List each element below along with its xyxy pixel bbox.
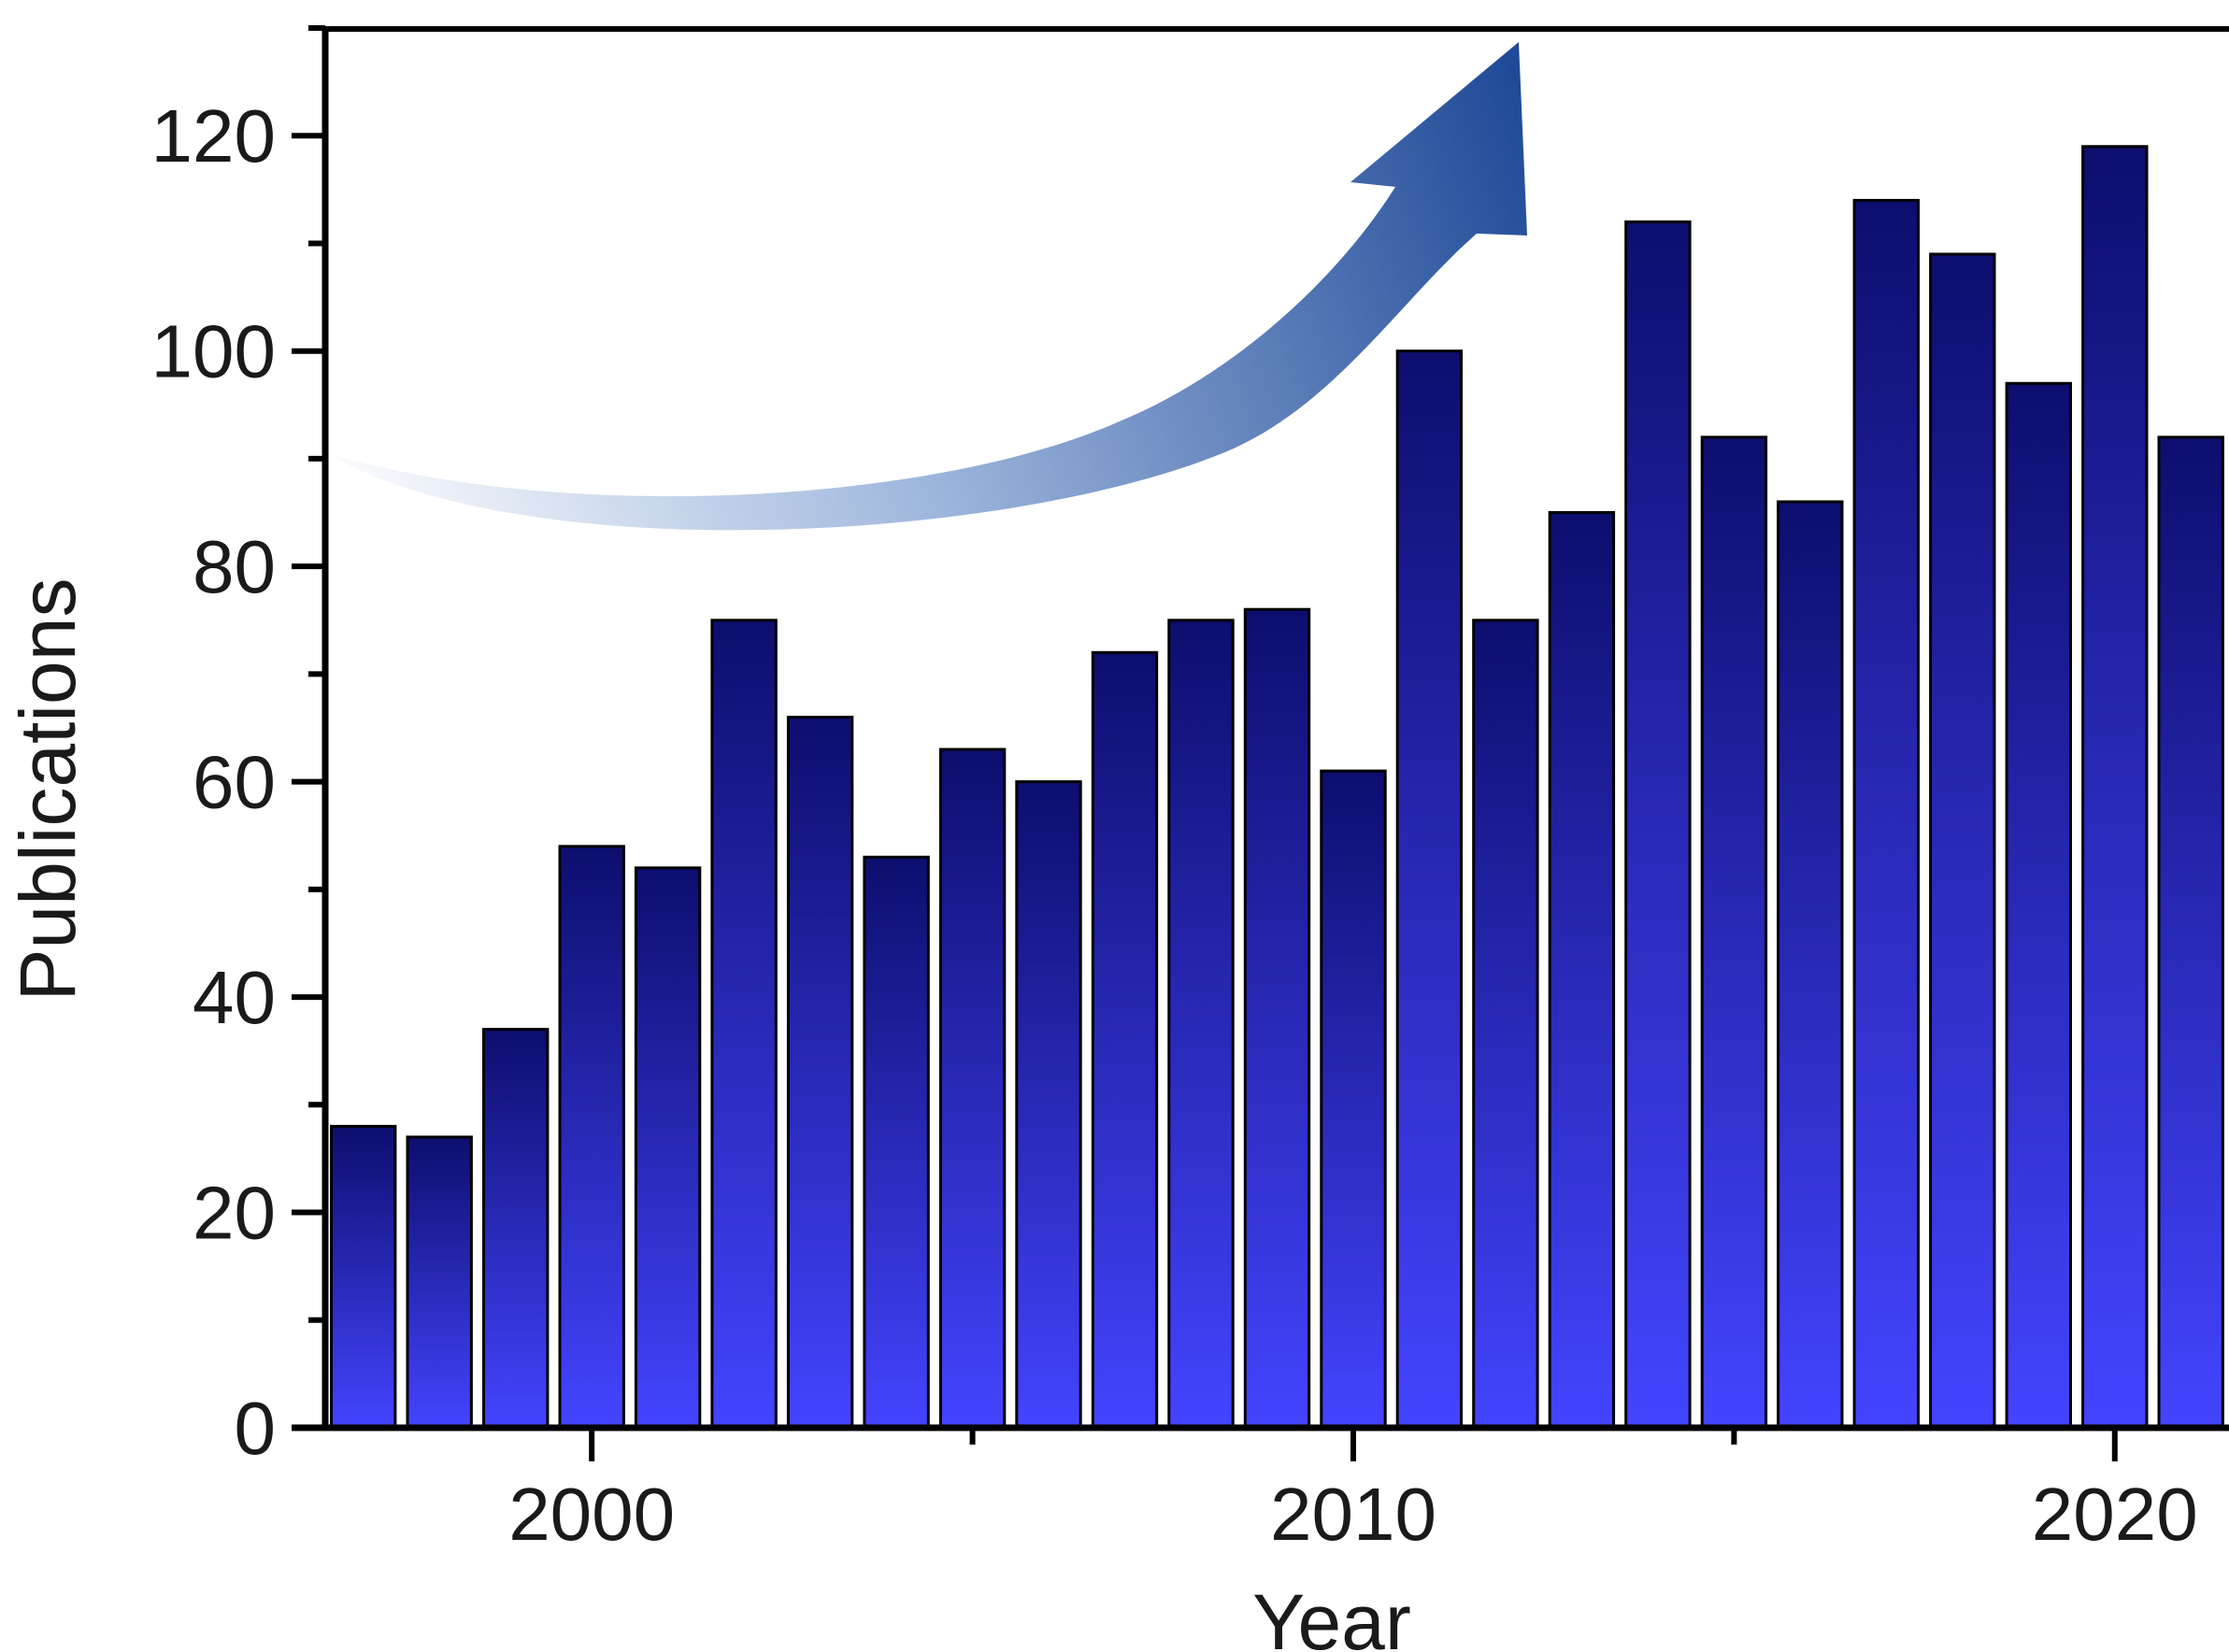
x-tick-label: 2010 [1270,1473,1436,1556]
bar-2002 [710,619,778,1430]
x-tick-label: 2020 [2032,1473,2198,1556]
bar-2021 [2157,435,2224,1430]
bar-2001 [634,866,702,1430]
bar-2018 [1929,252,1996,1430]
bar-2000 [558,845,625,1430]
bar-2015 [1700,435,1768,1430]
bars-group [330,145,2224,1430]
y-tick-label: 80 [193,525,276,608]
bar-2006 [1015,780,1082,1430]
x-axis-title: Year [1252,1578,1411,1652]
bar-1997 [330,1124,397,1430]
y-axis-title: Publications [4,578,92,1002]
bar-2020 [2081,145,2149,1430]
bar-2014 [1624,220,1692,1430]
bar-2008 [1167,619,1235,1430]
bar-2010 [1320,769,1387,1430]
bar-2017 [1852,198,1920,1430]
y-tick-label: 20 [193,1172,276,1255]
bar-2016 [1777,500,1844,1430]
y-axis-ticks: 0 20 40 60 80 100 120 [151,25,325,1470]
bar-2012 [1472,619,1539,1430]
bar-1999 [482,1028,550,1430]
trend-arrow [327,42,1527,531]
bar-2003 [786,716,854,1430]
y-tick-label: 40 [193,956,276,1039]
y-tick-label: 100 [151,310,276,393]
bar-2004 [863,855,930,1430]
x-tick-label: 2000 [508,1473,675,1556]
bar-2009 [1243,607,1311,1430]
bar-2011 [1395,349,1464,1430]
bar-1998 [406,1135,473,1430]
bar-2007 [1091,650,1159,1430]
bar-2013 [1548,511,1616,1430]
bar-2005 [938,748,1007,1430]
bar-2019 [2005,381,2073,1430]
y-tick-label: 60 [193,741,276,824]
y-tick-label: 0 [235,1387,277,1470]
y-tick-label: 120 [151,94,276,178]
x-axis-ticks: 2000 2010 2020 [508,1428,2198,1556]
